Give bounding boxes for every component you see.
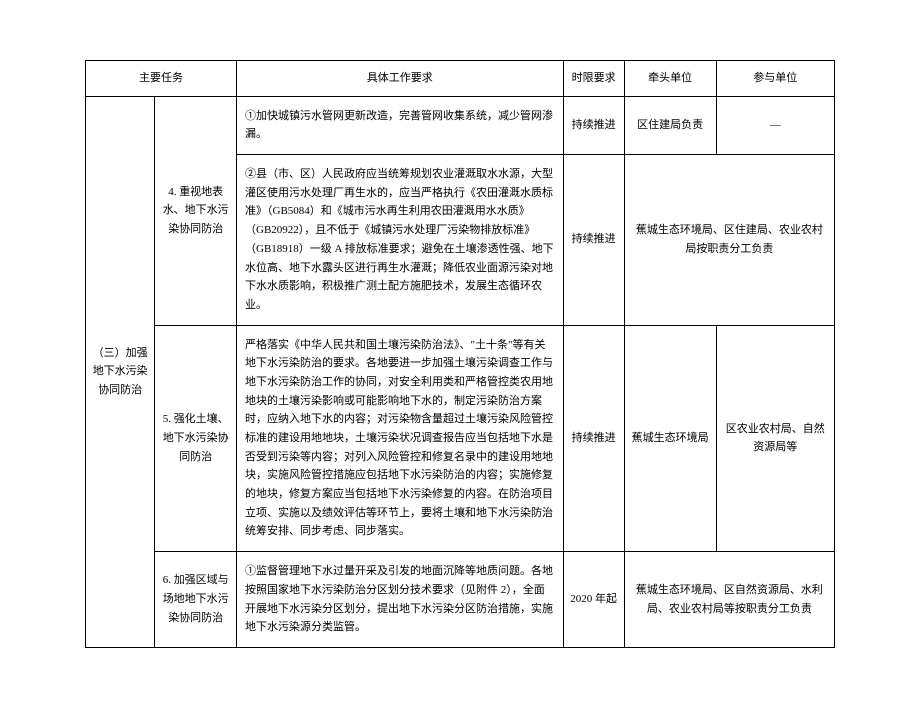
header-part: 参与单位	[716, 61, 834, 97]
time-cell: 2020 年起	[563, 552, 624, 648]
header-main-task: 主要任务	[86, 61, 237, 97]
header-lead: 牵头单位	[624, 61, 716, 97]
table-row: 6. 加强区域与场地地下水污染协同防治 ①监督管理地下水过量开采及引发的地面沉降…	[86, 552, 835, 648]
header-detail: 具体工作要求	[237, 61, 564, 97]
lead-part-merged-cell: 蕉城生态环境局、区住建局、农业农村局按职责分工负责	[624, 155, 834, 326]
task-cell: 4. 重视地表水、地下水污染协同防治	[155, 96, 237, 325]
part-cell: 区农业农村局、自然资源局等	[716, 325, 834, 552]
table-row: 5. 强化土壤、地下水污染协同防治 严格落实《中华人民共和国土壤污染防治法》、"…	[86, 325, 835, 552]
lead-cell: 蕉城生态环境局	[624, 325, 716, 552]
header-time: 时限要求	[563, 61, 624, 97]
time-cell: 持续推进	[563, 155, 624, 326]
detail-cell: ①加快城镇污水管网更新改造，完善管网收集系统，减少管网渗漏。	[237, 96, 564, 154]
detail-cell: ①监督管理地下水过量开采及引发的地面沉降等地质问题。各地按照国家地下水污染防治分…	[237, 552, 564, 648]
category-cell: （三）加强地下水污染协同防治	[86, 96, 155, 647]
time-cell: 持续推进	[563, 96, 624, 154]
task-cell: 6. 加强区域与场地地下水污染协同防治	[155, 552, 237, 648]
detail-cell: 严格落实《中华人民共和国土壤污染防治法》、"土十条"等有关地下水污染防治的要求。…	[237, 325, 564, 552]
lead-cell: 区住建局负责	[624, 96, 716, 154]
time-cell: 持续推进	[563, 325, 624, 552]
table-row: （三）加强地下水污染协同防治 4. 重视地表水、地下水污染协同防治 ①加快城镇污…	[86, 96, 835, 154]
header-row: 主要任务 具体工作要求 时限要求 牵头单位 参与单位	[86, 61, 835, 97]
lead-part-merged-cell: 蕉城生态环境局、区自然资源局、水利局、农业农村局等按职责分工负责	[624, 552, 834, 648]
task-cell: 5. 强化土壤、地下水污染协同防治	[155, 325, 237, 552]
detail-cell: ②县（市、区）人民政府应当统筹规划农业灌溉取水水源，大型灌区使用污水处理厂再生水…	[237, 155, 564, 326]
part-cell: —	[716, 96, 834, 154]
task-table: 主要任务 具体工作要求 时限要求 牵头单位 参与单位 （三）加强地下水污染协同防…	[85, 60, 835, 648]
